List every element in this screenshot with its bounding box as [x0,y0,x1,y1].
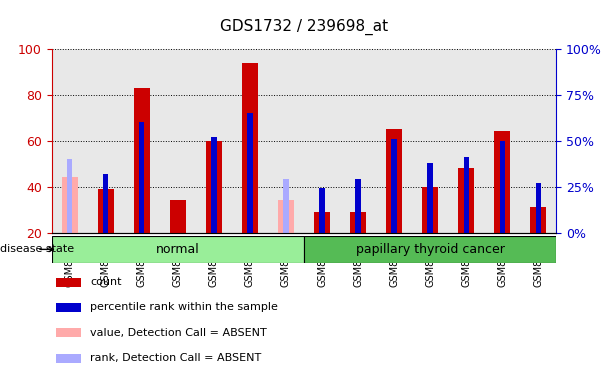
Bar [392,139,397,232]
Bar [134,88,150,232]
Text: GDS1732 / 239698_at: GDS1732 / 239698_at [220,19,388,35]
Bar [494,132,510,232]
Bar [242,63,258,232]
Bar [170,200,186,232]
Text: value, Detection Call = ABSENT: value, Detection Call = ABSENT [90,328,267,338]
Text: percentile rank within the sample: percentile rank within the sample [90,303,278,312]
Bar [536,183,541,232]
Bar [52,236,304,262]
Bar [386,129,402,232]
Text: count: count [90,277,122,287]
Bar [98,189,114,232]
Bar [463,157,469,232]
Bar [57,278,81,287]
Bar [319,188,325,232]
Bar [139,122,145,232]
Bar [57,303,81,312]
Text: disease state: disease state [0,244,74,254]
Bar [57,328,81,338]
Bar [57,354,81,363]
Bar [350,212,366,232]
Bar [103,174,108,232]
Bar [61,177,78,232]
Bar [458,168,474,232]
Bar [427,163,433,232]
Bar [283,179,289,232]
Text: papillary thyroid cancer: papillary thyroid cancer [356,243,505,256]
Bar [422,187,438,232]
Bar [355,179,361,232]
Bar [211,137,216,232]
Bar [206,141,222,232]
Text: rank, Detection Call = ABSENT: rank, Detection Call = ABSENT [90,353,261,363]
Bar [500,141,505,232]
Text: normal: normal [156,243,199,256]
Bar [530,207,547,232]
Bar [278,200,294,232]
Bar [247,113,253,232]
Bar [67,159,72,232]
Bar [314,212,330,232]
Bar [304,236,556,262]
